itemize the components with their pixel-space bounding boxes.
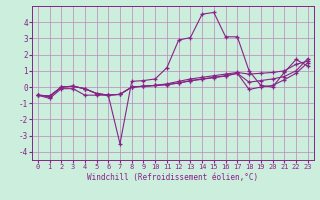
X-axis label: Windchill (Refroidissement éolien,°C): Windchill (Refroidissement éolien,°C) bbox=[87, 173, 258, 182]
